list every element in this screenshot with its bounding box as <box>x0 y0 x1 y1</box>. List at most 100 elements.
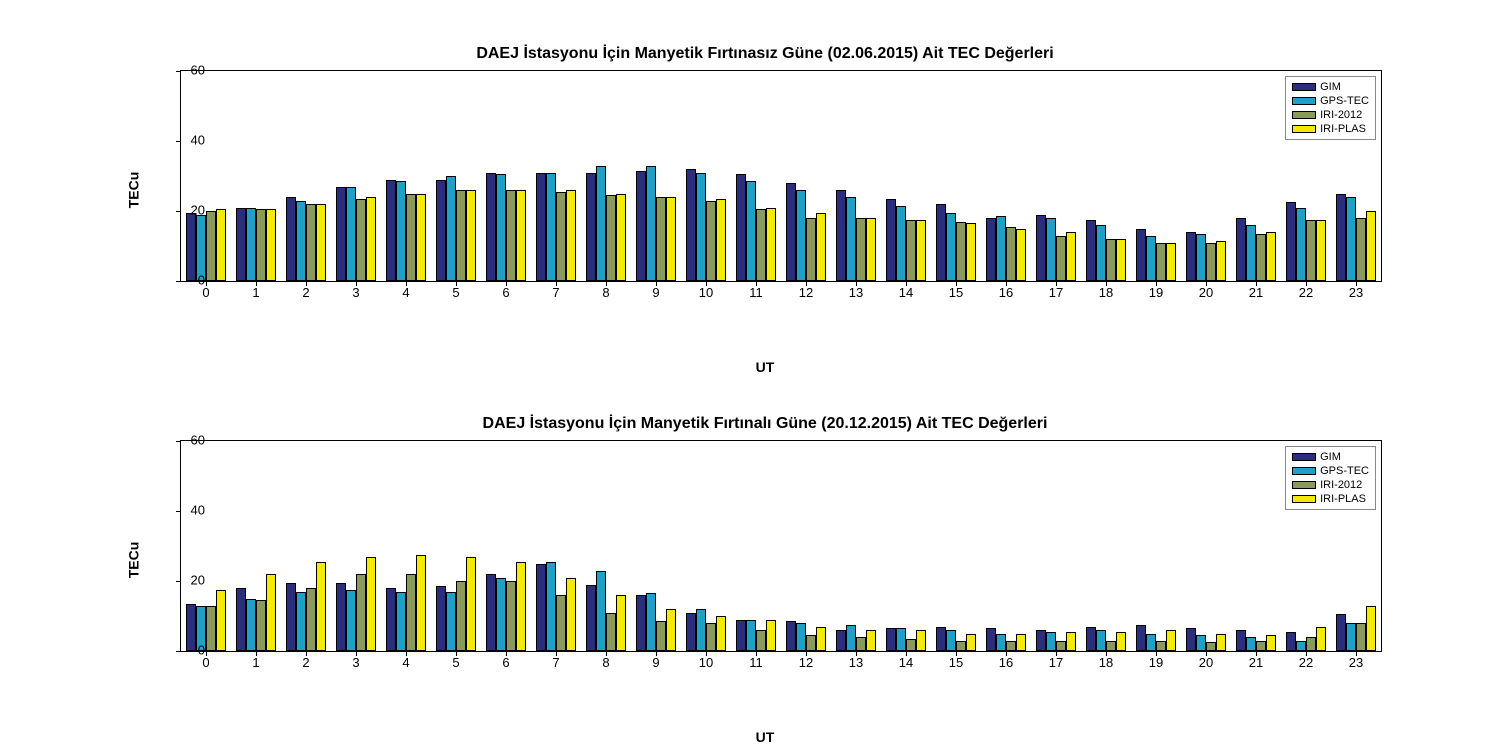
legend-item: GPS-TEC <box>1292 94 1369 108</box>
x-axis-label: UT <box>120 359 1410 375</box>
legend-item: IRI-PLAS <box>1292 122 1369 136</box>
bar <box>1016 634 1026 652</box>
x-tick-label: 5 <box>452 655 459 670</box>
bar <box>986 218 996 281</box>
bar <box>616 194 626 282</box>
bar <box>346 187 356 282</box>
bar <box>986 628 996 651</box>
bar <box>1166 630 1176 651</box>
legend-item: IRI-2012 <box>1292 108 1369 122</box>
bar <box>266 574 276 651</box>
bar <box>1346 197 1356 281</box>
bar <box>486 574 496 651</box>
x-tick-label: 22 <box>1299 655 1313 670</box>
x-tick-label: 8 <box>602 285 609 300</box>
bar <box>966 223 976 281</box>
legend-swatch <box>1292 125 1316 133</box>
bar <box>586 585 596 652</box>
x-tick-label: 9 <box>652 285 659 300</box>
x-tick-label: 15 <box>949 285 963 300</box>
bar <box>1056 236 1066 282</box>
bar <box>1186 232 1196 281</box>
bar <box>956 222 966 282</box>
legend-swatch <box>1292 111 1316 119</box>
bar <box>1346 623 1356 651</box>
chart-bottom: DAEJ İstasyonu İçin Manyetik Fırtınalı G… <box>120 420 1410 700</box>
bar <box>416 194 426 282</box>
x-tick-label: 9 <box>652 655 659 670</box>
bar <box>1246 637 1256 651</box>
bar <box>866 218 876 281</box>
x-tick-label: 17 <box>1049 655 1063 670</box>
bar <box>1206 243 1216 282</box>
bar <box>1036 215 1046 282</box>
plot-area: 01234567891011121314151617181920212223GI… <box>180 440 1382 652</box>
x-tick-label: 13 <box>849 655 863 670</box>
bar <box>646 166 656 282</box>
bar <box>936 204 946 281</box>
bar <box>596 166 606 282</box>
legend-swatch <box>1292 467 1316 475</box>
bar <box>356 199 366 281</box>
x-tick-label: 16 <box>999 285 1013 300</box>
bar <box>996 216 1006 281</box>
bar <box>806 635 816 651</box>
bar <box>996 634 1006 652</box>
bar <box>286 197 296 281</box>
bar <box>596 571 606 652</box>
bar <box>336 187 346 282</box>
legend-label: GPS-TEC <box>1320 464 1369 478</box>
bar <box>906 639 916 651</box>
bar <box>1186 628 1196 651</box>
legend-item: GPS-TEC <box>1292 464 1369 478</box>
x-tick-label: 18 <box>1099 285 1113 300</box>
bar <box>956 641 966 652</box>
bar <box>456 190 466 281</box>
bar <box>1116 239 1126 281</box>
bar <box>886 628 896 651</box>
bar <box>636 171 646 281</box>
bar <box>366 197 376 281</box>
bar <box>586 173 596 282</box>
bar <box>1116 632 1126 651</box>
bar <box>1236 630 1246 651</box>
x-tick-label: 21 <box>1249 285 1263 300</box>
bar <box>496 578 506 652</box>
bar <box>966 634 976 652</box>
bar <box>766 620 776 652</box>
x-tick-label: 2 <box>302 655 309 670</box>
bar <box>696 173 706 282</box>
x-tick-label: 12 <box>799 285 813 300</box>
bar <box>566 190 576 281</box>
bar <box>746 620 756 652</box>
chart-title: DAEJ İstasyonu İçin Manyetik Fırtınalı G… <box>120 415 1410 433</box>
bar <box>766 208 776 282</box>
bar <box>616 595 626 651</box>
bar <box>1286 202 1296 281</box>
bar <box>316 562 326 651</box>
legend: GIMGPS-TECIRI-2012IRI-PLAS <box>1285 446 1376 510</box>
bar <box>216 590 226 651</box>
bar <box>916 220 926 281</box>
x-tick-label: 3 <box>352 285 359 300</box>
bar <box>1296 641 1306 652</box>
bar <box>1166 243 1176 282</box>
x-tick-label: 7 <box>552 655 559 670</box>
bar <box>1316 627 1326 652</box>
bar <box>1196 234 1206 281</box>
bar <box>756 209 766 281</box>
bar <box>1216 241 1226 281</box>
x-tick-label: 15 <box>949 655 963 670</box>
bar <box>336 583 346 651</box>
chart-top: DAEJ İstasyonu İçin Manyetik Fırtınasız … <box>120 50 1410 330</box>
bar <box>546 173 556 282</box>
bar <box>816 213 826 281</box>
bar <box>716 199 726 281</box>
bar <box>196 215 206 282</box>
bar <box>236 208 246 282</box>
bar <box>1096 630 1106 651</box>
bar <box>746 181 756 281</box>
bar <box>1086 627 1096 652</box>
bar <box>1206 642 1216 651</box>
bar <box>906 220 916 281</box>
